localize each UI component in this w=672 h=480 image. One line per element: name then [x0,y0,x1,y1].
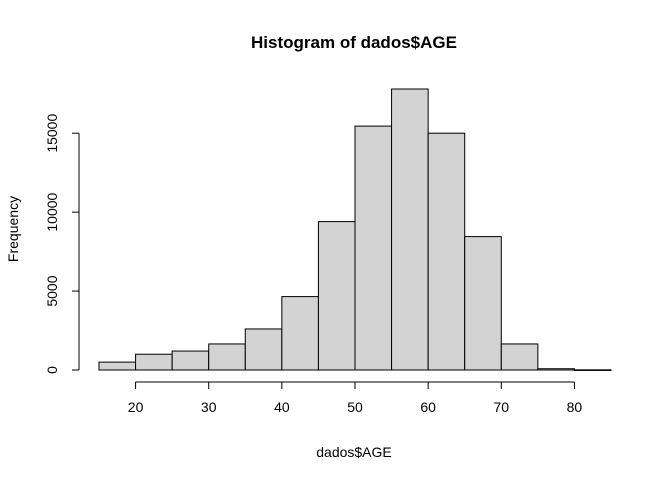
histogram-bar-30-35 [208,343,246,371]
histogram-bar-25-30 [171,350,210,371]
x-tick-label: 50 [347,399,363,415]
histogram-bar-55-60 [391,88,429,371]
histogram-bar-80-85 [573,369,612,371]
y-axis: 0 5000 10000 15000 [44,114,80,374]
y-tick-label: 0 [44,366,60,374]
x-tick-label: 80 [567,399,583,415]
x-tick-label: 30 [201,399,217,415]
chart-title: Histogram of dados$AGE [251,33,457,52]
y-tick-label: 10000 [44,192,60,231]
x-tick-label: 60 [420,399,436,415]
histogram-bar-60-65 [427,132,466,371]
x-axis-label: dados$AGE [316,444,392,460]
x-tick-label: 70 [493,399,509,415]
histogram-bar-50-55 [354,125,393,371]
bars-group [98,88,612,371]
histogram-bar-35-40 [244,328,283,371]
histogram-bar-40-45 [281,296,319,371]
histogram-bar-75-80 [537,368,575,371]
histogram-bar-20-25 [135,353,173,371]
x-axis: 20 30 40 50 60 70 80 [128,381,583,415]
y-tick-label: 5000 [44,275,60,306]
y-tick-label: 15000 [44,114,60,153]
x-tick-label: 40 [274,399,290,415]
histogram-bar-70-75 [500,343,539,371]
histogram-bar-65-70 [464,236,502,371]
histogram-bar-15-20 [98,361,137,371]
histogram-bar-45-50 [317,221,356,371]
x-tick-label: 20 [128,399,144,415]
y-axis-label: Frequency [5,196,21,262]
